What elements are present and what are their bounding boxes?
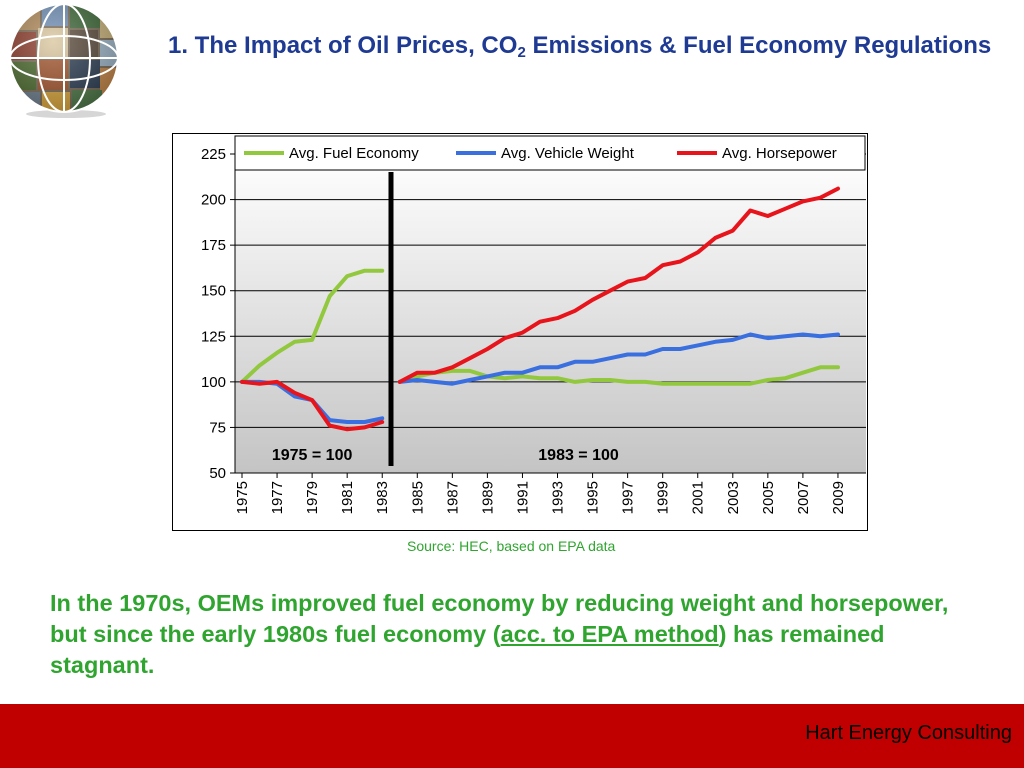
title-subscript: 2 bbox=[517, 44, 526, 61]
title-text: 1. The Impact of Oil Prices, CO bbox=[168, 32, 518, 59]
x-tick-label: 1997 bbox=[620, 481, 637, 514]
title-text-rest: Emissions & Fuel Economy Regulations bbox=[525, 32, 992, 59]
legend-label: Avg. Vehicle Weight bbox=[501, 145, 635, 162]
y-tick-label: 125 bbox=[201, 328, 226, 345]
x-tick-label: 1977 bbox=[269, 481, 286, 514]
x-tick-label: 1979 bbox=[304, 481, 321, 514]
x-tick-label: 1975 bbox=[234, 481, 251, 514]
footer-bar: Hart Energy Consulting bbox=[0, 704, 1024, 768]
x-tick-label: 2003 bbox=[725, 481, 742, 514]
x-tick-label: 1985 bbox=[409, 481, 426, 514]
base-year-label: 1983 = 100 bbox=[538, 447, 619, 464]
epa-method-link[interactable]: acc. to EPA method bbox=[500, 621, 719, 647]
y-tick-label: 75 bbox=[209, 419, 226, 436]
footer-brand: Hart Energy Consulting bbox=[805, 722, 1012, 744]
x-tick-label: 2009 bbox=[830, 481, 847, 514]
summary-text-part1: In the 1970s, OEMs improved fuel economy… bbox=[50, 590, 949, 647]
y-tick-label: 100 bbox=[201, 374, 226, 391]
x-tick-label: 1983 bbox=[374, 481, 391, 514]
base-year-label: 1975 = 100 bbox=[272, 447, 353, 464]
legend-box bbox=[234, 135, 866, 171]
source-note: Source: HEC, based on EPA data bbox=[407, 538, 616, 554]
x-tick-label: 2001 bbox=[690, 481, 707, 514]
x-tick-label: 1989 bbox=[479, 481, 496, 514]
globe-logo bbox=[9, 3, 119, 118]
series-line bbox=[240, 268, 385, 384]
summary-text-part2: ) has remained stagnant. bbox=[50, 621, 885, 678]
series-line bbox=[397, 332, 840, 386]
x-tick-label: 1999 bbox=[655, 481, 672, 514]
y-tick-label: 225 bbox=[201, 146, 226, 163]
series-line bbox=[397, 186, 840, 384]
y-tick-label: 50 bbox=[209, 465, 226, 482]
x-tick-label: 2007 bbox=[795, 481, 812, 514]
legend-label: Avg. Fuel Economy bbox=[289, 145, 419, 162]
y-tick-label: 150 bbox=[201, 283, 226, 300]
y-tick-label: 175 bbox=[201, 237, 226, 254]
series-line bbox=[397, 365, 840, 386]
y-tick-label: 200 bbox=[201, 192, 226, 209]
x-tick-label: 2005 bbox=[760, 481, 777, 514]
x-tick-label: 1993 bbox=[550, 481, 567, 514]
legend-label: Avg. Horsepower bbox=[722, 145, 837, 162]
x-tick-label: 1987 bbox=[444, 481, 461, 514]
summary-text: In the 1970s, OEMs improved fuel economy… bbox=[50, 588, 980, 681]
x-tick-label: 1991 bbox=[514, 481, 531, 514]
line-chart: 1975 = 100 1983 = 100 50 75 100 125 150 175 200… bbox=[172, 133, 868, 531]
slide-title: 1. The Impact of Oil Prices, CO2 Emissio… bbox=[168, 30, 998, 61]
series-line bbox=[240, 379, 385, 432]
x-tick-label: 1995 bbox=[585, 481, 602, 514]
x-tick-label: 1981 bbox=[339, 481, 356, 514]
